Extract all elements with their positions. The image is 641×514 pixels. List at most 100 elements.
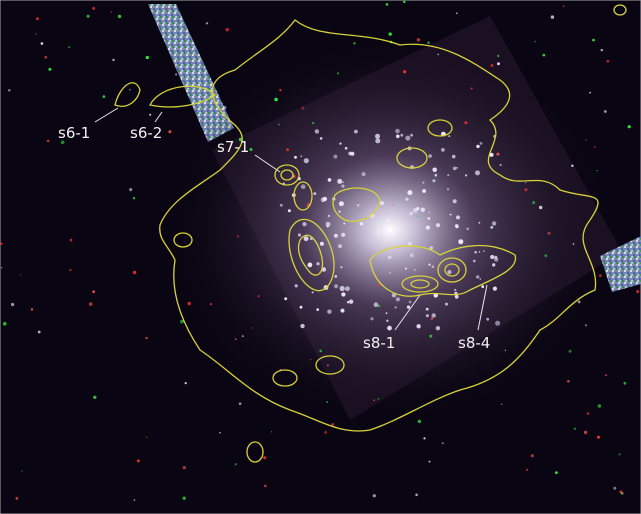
star <box>149 113 152 116</box>
star <box>133 499 136 501</box>
star <box>455 12 458 15</box>
star <box>187 301 191 306</box>
star <box>319 137 323 140</box>
star <box>446 188 450 191</box>
star <box>346 301 350 304</box>
noise-band <box>148 4 234 142</box>
galaxy-glow <box>170 40 610 420</box>
star <box>599 274 602 277</box>
star <box>407 190 413 196</box>
star <box>354 129 358 134</box>
star <box>409 253 414 257</box>
star <box>491 221 497 226</box>
star <box>222 105 227 110</box>
star <box>338 210 341 213</box>
leader-line <box>254 154 281 173</box>
leader-line <box>154 111 163 123</box>
star <box>238 402 242 406</box>
star <box>391 204 394 206</box>
contour <box>410 279 430 289</box>
contour <box>288 218 335 292</box>
star <box>394 228 399 233</box>
source-label: s6-2 <box>130 124 162 142</box>
star <box>225 28 229 32</box>
star <box>476 144 480 149</box>
star <box>303 158 309 164</box>
star <box>490 64 494 67</box>
star <box>416 207 420 211</box>
star <box>294 284 298 288</box>
star <box>48 67 52 71</box>
star <box>338 201 344 207</box>
contour <box>444 263 460 277</box>
star <box>592 38 595 42</box>
star <box>312 122 315 125</box>
star <box>455 225 459 229</box>
star <box>249 148 253 151</box>
star <box>593 146 596 149</box>
star <box>145 55 149 60</box>
star <box>403 70 407 74</box>
star <box>478 251 481 253</box>
star <box>490 254 495 260</box>
star <box>343 222 346 225</box>
star <box>205 22 209 25</box>
star <box>550 15 555 19</box>
contour <box>401 275 439 293</box>
star <box>495 320 501 326</box>
noise-band <box>600 236 641 292</box>
star <box>422 189 426 193</box>
star <box>605 374 607 377</box>
star <box>345 286 350 292</box>
star <box>333 233 338 238</box>
star <box>403 0 406 4</box>
star <box>618 453 621 456</box>
star <box>69 268 72 272</box>
star <box>396 134 400 139</box>
star <box>405 197 409 201</box>
star <box>448 135 451 138</box>
star <box>333 154 338 159</box>
star <box>573 427 576 430</box>
star <box>577 300 581 304</box>
star <box>93 395 97 399</box>
star <box>136 459 140 463</box>
contour <box>297 234 324 276</box>
star <box>341 232 346 237</box>
star <box>324 431 328 434</box>
leader-line <box>394 294 421 331</box>
star <box>497 62 500 66</box>
star <box>361 172 366 177</box>
star <box>377 398 380 400</box>
star <box>145 336 148 340</box>
star <box>542 53 546 57</box>
star <box>447 270 452 275</box>
star <box>279 89 282 92</box>
star <box>432 167 438 173</box>
star <box>377 304 381 308</box>
star <box>431 313 436 318</box>
star <box>481 285 485 288</box>
star <box>472 259 476 263</box>
star <box>327 214 331 218</box>
star <box>568 349 572 353</box>
star <box>407 241 412 246</box>
contour <box>173 232 193 248</box>
star <box>395 128 400 134</box>
star <box>1 267 3 269</box>
star <box>307 262 313 268</box>
star <box>110 11 112 13</box>
star <box>326 364 329 367</box>
star <box>501 403 503 405</box>
star <box>456 166 458 169</box>
star <box>326 225 329 228</box>
star <box>547 231 551 235</box>
star <box>46 139 50 143</box>
star <box>478 221 481 224</box>
star <box>279 203 283 207</box>
star <box>441 148 445 152</box>
star <box>234 463 237 466</box>
contour <box>427 119 453 137</box>
star <box>92 290 95 294</box>
leader-line <box>94 107 119 123</box>
